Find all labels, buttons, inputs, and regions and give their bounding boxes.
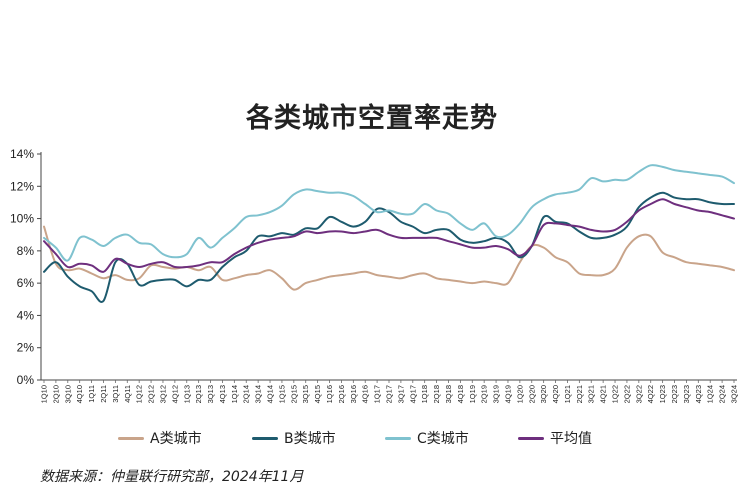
x-tick-label: 3Q17 — [396, 385, 405, 403]
legend-swatch-b — [252, 436, 278, 440]
x-tick-label: 1Q12 — [135, 385, 144, 403]
x-tick-label: 2Q10 — [51, 385, 60, 403]
legend-label-c: C类城市 — [417, 431, 469, 447]
x-tick-label: 1Q22 — [611, 385, 620, 403]
legend-item-avg: 平均值 — [518, 428, 592, 448]
x-tick-label: 3Q22 — [634, 385, 643, 403]
y-tick-label: 6% — [17, 276, 35, 290]
legend-label-avg: 平均值 — [550, 431, 592, 447]
legend-swatch-avg — [518, 436, 544, 440]
y-tick-label: 2% — [17, 341, 35, 355]
x-tick-label: 1Q14 — [230, 385, 239, 403]
x-tick-label: 2Q11 — [99, 385, 108, 403]
x-tick-label: 3Q12 — [158, 385, 167, 403]
x-tick-label: 4Q11 — [123, 385, 132, 403]
x-tick-label: 4Q23 — [694, 385, 703, 403]
y-axis-ticks: 0% 2% 4% 6% 8% 10% 12% 14% — [10, 147, 41, 387]
x-tick-label: 3Q16 — [349, 385, 358, 403]
series-line-a — [43, 225, 735, 291]
x-tick-label: 3Q14 — [254, 385, 263, 403]
x-tick-label: 3Q18 — [444, 385, 453, 403]
legend-item-a: A类城市 — [118, 428, 202, 448]
legend-item-c: C类城市 — [385, 428, 469, 448]
x-tick-label: 4Q14 — [266, 385, 275, 403]
x-tick-label: 4Q17 — [408, 385, 417, 403]
series-line-avg — [43, 198, 735, 273]
x-tick-label: 3Q11 — [111, 385, 120, 403]
x-tick-label: 2Q24 — [718, 385, 727, 403]
x-tick-label: 1Q20 — [515, 385, 524, 403]
x-tick-label: 1Q21 — [563, 385, 572, 403]
legend-swatch-a — [118, 436, 144, 440]
x-tick-label: 2Q18 — [432, 385, 441, 403]
x-tick-label: 1Q19 — [468, 385, 477, 403]
x-tick-label: 4Q22 — [646, 385, 655, 403]
x-tick-label: 2Q13 — [194, 385, 203, 403]
x-tick-label: 1Q17 — [373, 385, 382, 403]
x-tick-label: 4Q13 — [218, 385, 227, 403]
x-tick-label: 2Q22 — [622, 385, 631, 403]
x-tick-label: 3Q20 — [539, 385, 548, 403]
series-line-b — [43, 191, 735, 303]
x-tick-label: 1Q10 — [40, 385, 49, 403]
x-tick-label: 4Q18 — [456, 385, 465, 403]
x-tick-label: 3Q23 — [682, 385, 691, 403]
x-tick-label: 3Q21 — [587, 385, 596, 403]
chart-title: 各类城市空置率走势 — [246, 103, 498, 134]
x-tick-label: 2Q12 — [147, 385, 156, 403]
y-tick-label: 0% — [17, 373, 35, 387]
series-line-c — [43, 164, 735, 262]
x-tick-label: 1Q15 — [277, 385, 286, 403]
x-tick-label: 4Q20 — [551, 385, 560, 403]
y-tick-label: 12% — [10, 179, 34, 193]
legend-swatch-c — [385, 436, 411, 440]
x-tick-label: 2Q21 — [575, 385, 584, 403]
x-tick-label: 3Q15 — [301, 385, 310, 403]
legend-item-b: B类城市 — [252, 428, 336, 448]
x-tick-label: 3Q10 — [63, 385, 72, 403]
x-tick-label: 3Q13 — [206, 385, 215, 403]
x-tick-label: 1Q13 — [182, 385, 191, 403]
x-tick-label: 4Q15 — [313, 385, 322, 403]
x-tick-label: 4Q10 — [75, 385, 84, 403]
x-tick-label: 1Q18 — [420, 385, 429, 403]
series-lines — [43, 164, 735, 303]
x-tick-label: 4Q19 — [503, 385, 512, 403]
x-tick-label: 2Q23 — [670, 385, 679, 403]
x-tick-label: 3Q24 — [730, 385, 739, 403]
x-axis-ticks: 1Q10 2Q10 3Q10 4Q10 1Q11 2Q11 3Q11 4Q11 1Q12 2Q12… — [40, 380, 739, 403]
x-tick-label: 2Q16 — [337, 385, 346, 403]
x-tick-label: 1Q23 — [658, 385, 667, 403]
x-tick-label: 2Q19 — [480, 385, 489, 403]
y-tick-label: 14% — [10, 147, 34, 161]
y-tick-label: 8% — [17, 244, 35, 258]
legend-label-b: B类城市 — [284, 431, 336, 447]
x-tick-label: 4Q12 — [170, 385, 179, 403]
x-tick-label: 4Q21 — [599, 385, 608, 403]
x-tick-label: 2Q15 — [289, 385, 298, 403]
y-tick-label: 10% — [10, 212, 34, 226]
x-tick-label: 1Q24 — [706, 385, 715, 403]
x-tick-label: 3Q19 — [492, 385, 501, 403]
x-tick-label: 2Q17 — [385, 385, 394, 403]
x-tick-label: 2Q14 — [242, 385, 251, 403]
legend-label-a: A类城市 — [150, 431, 202, 447]
x-tick-label: 4Q16 — [361, 385, 370, 403]
x-tick-label: 2Q20 — [527, 385, 536, 403]
source-note: 数据来源：仲量联行研究部，2024年11月 — [40, 469, 304, 485]
y-tick-label: 4% — [17, 308, 35, 322]
x-tick-label: 1Q11 — [87, 385, 96, 403]
x-tick-label: 1Q16 — [325, 385, 334, 403]
